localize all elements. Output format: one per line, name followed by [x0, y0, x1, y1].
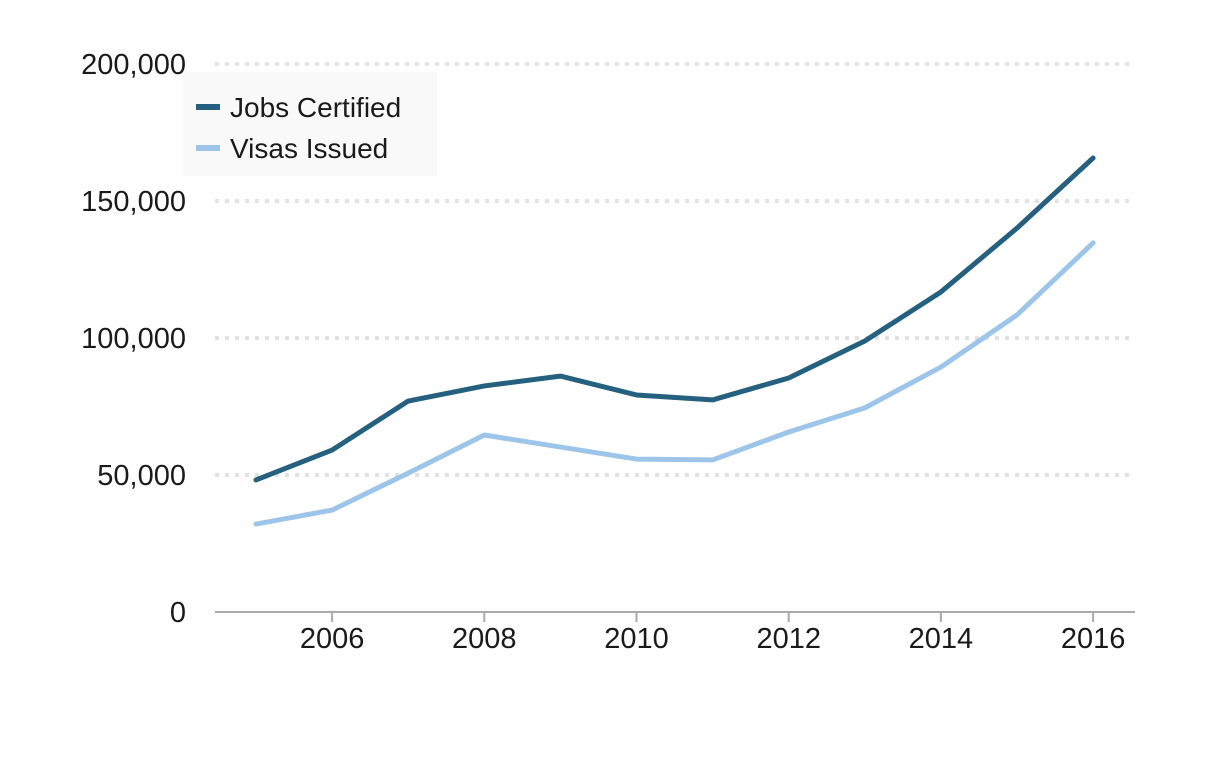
x-tick-label: 2008 — [452, 623, 517, 655]
x-tick-label: 2010 — [604, 623, 669, 655]
y-tick-label: 50,000 — [97, 460, 186, 492]
x-tick-label: 2012 — [756, 623, 821, 655]
series-lines — [253, 155, 1096, 527]
legend-label: Jobs Certified — [230, 92, 401, 123]
x-tick-label: 2006 — [300, 623, 365, 655]
legend: Jobs Certified Visas Issued — [183, 72, 437, 176]
x-tick-label: 2016 — [1061, 623, 1126, 655]
y-tick-label: 150,000 — [81, 186, 186, 218]
y-tick-label: 200,000 — [81, 49, 186, 81]
series-line-visas-issued — [253, 240, 1096, 527]
x-tick-label: 2014 — [909, 623, 974, 655]
legend-background — [183, 72, 437, 176]
y-tick-label: 0 — [170, 597, 186, 629]
series-line-jobs-certified — [253, 155, 1096, 483]
y-tick-label: 100,000 — [81, 323, 186, 355]
x-axis-ticks: 2006 2008 2010 2012 2014 2016 — [300, 612, 1126, 655]
legend-label: Visas Issued — [230, 133, 388, 164]
gridlines — [215, 62, 1135, 477]
y-axis-tick-labels: 0 50,000 100,000 150,000 200,000 — [81, 49, 186, 629]
